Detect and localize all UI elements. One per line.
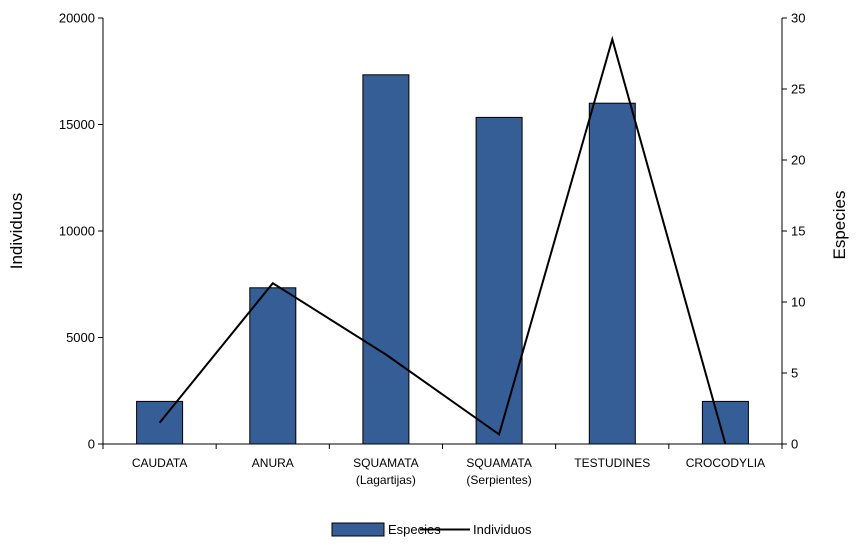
axes-group: 0 5000 10000 15000 20000 0 5 10 15 20 25 30 CAUDATA A… (7, 11, 849, 488)
y-left-tick-label: 15000 (59, 117, 95, 132)
y-right-tick-label: 25 (791, 82, 805, 97)
x-tick-label: TESTUDINES (574, 456, 650, 470)
x-tick-label-line: ANURA (252, 456, 294, 470)
y-right-tick-label: 0 (791, 437, 798, 452)
y-left-tick-label: 5000 (66, 330, 95, 345)
bar-especies-3 (475, 116, 523, 445)
legend-swatch-especies (331, 522, 385, 537)
x-tick-label: CAUDATA (132, 456, 188, 470)
y-axis-left-title: Individuos (7, 193, 26, 270)
bar-especies-4 (588, 102, 636, 445)
x-tick-label-line: CAUDATA (132, 456, 188, 470)
x-tick-label-line: SQUAMATA (353, 456, 419, 470)
x-tick-label: CROCODYLIA (686, 456, 765, 470)
x-tick-label-line: SQUAMATA (466, 456, 532, 470)
line-individuos (158, 35, 727, 445)
line-layer (158, 35, 727, 445)
bar-especies-5 (701, 400, 749, 445)
bar-especies-2 (362, 74, 410, 445)
y-left-tick-label: 20000 (59, 11, 95, 26)
x-tick-label-line: (Lagartijas) (356, 473, 416, 487)
y-left-tick-label: 10000 (59, 224, 95, 239)
y-axis-right-title: Especies (830, 191, 849, 260)
bar-especies-1 (249, 287, 297, 445)
y-right-tick-label: 30 (791, 11, 805, 26)
y-right-tick-label: 5 (791, 366, 798, 381)
x-tick-label-line: CROCODYLIA (686, 456, 765, 470)
x-tick-label-line: (Serpientes) (466, 473, 531, 487)
x-tick-label-line: TESTUDINES (574, 456, 650, 470)
legend: Especies Individuos (331, 522, 532, 537)
x-tick-label: SQUAMATA (Serpientes) (466, 456, 532, 487)
legend-label-individuos: Individuos (473, 522, 532, 537)
y-right-tick-label: 20 (791, 153, 805, 168)
x-tick-label: SQUAMATA (Lagartijas) (353, 456, 419, 487)
y-right-tick-label: 10 (791, 295, 805, 310)
bars-group (136, 74, 749, 445)
y-left-tick-label: 0 (88, 437, 95, 452)
legend-label-especies: Especies (388, 522, 441, 537)
y-right-tick-label: 15 (791, 224, 805, 239)
x-tick-label: ANURA (252, 456, 294, 470)
